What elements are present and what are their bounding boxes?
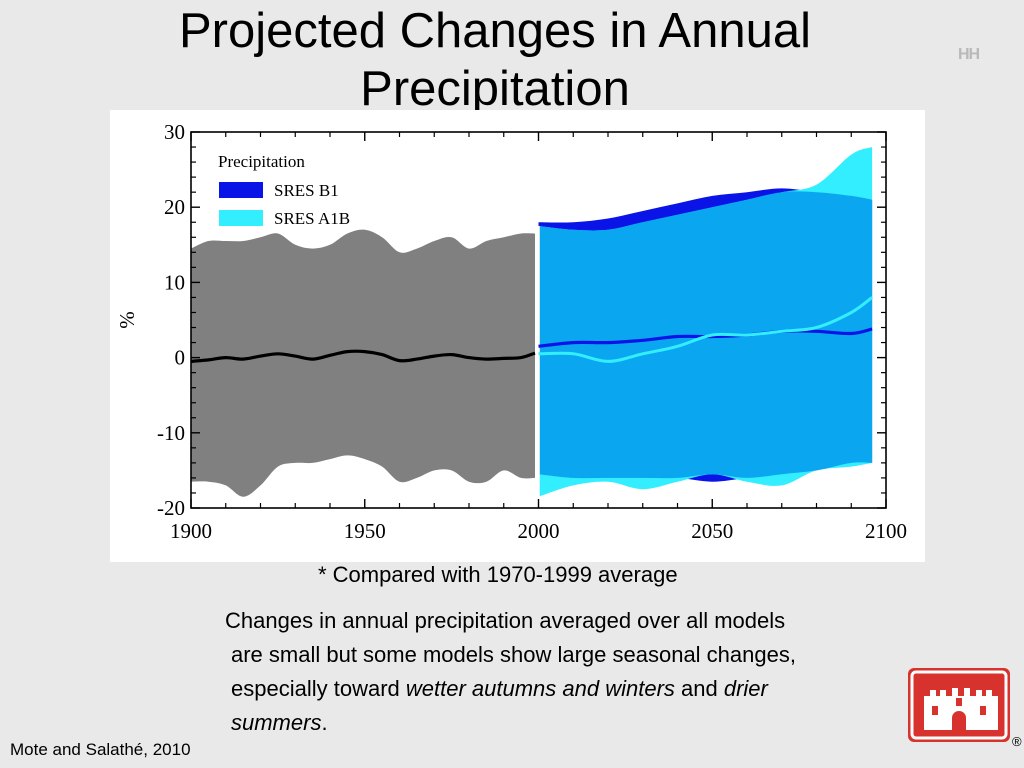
y-axis-label: % (115, 311, 139, 329)
x-tick-label: 2050 (691, 519, 733, 543)
registered-mark: ® (1012, 734, 1022, 749)
x-tick-label: 1900 (170, 519, 212, 543)
castle-icon (910, 670, 1008, 740)
y-tick-label: 30 (164, 120, 185, 144)
historical-range-band (191, 229, 535, 497)
y-tick-label: 20 (164, 195, 185, 219)
slide-title: Projected Changes in Annual Precipitatio… (60, 2, 930, 118)
summary-line-1: Changes in annual precipitation averaged… (225, 608, 786, 633)
legend-swatch-sres-a1b (219, 210, 263, 226)
y-tick-label: -20 (157, 496, 185, 520)
legend-label-sres-b1: SRES B1 (274, 181, 339, 200)
corner-mark: HH (958, 46, 980, 63)
x-tick-label: 1950 (344, 519, 386, 543)
summary-emphasis: wetter autumns and winters (405, 676, 675, 701)
usace-logo (908, 668, 1010, 742)
tick-layer: 1900 1950 2000 2050 2100 30 20 10 0 -10 -20 (157, 120, 907, 543)
plot-layer (190, 147, 874, 497)
precipitation-chart: 1900 1950 2000 2050 2100 30 20 10 0 -10 -20 % Prec… (110, 110, 925, 562)
x-tick-label: 2000 (518, 519, 560, 543)
summary-emphasis: summers (231, 710, 322, 735)
slide-title-line-2: Precipitation (360, 62, 630, 116)
overlap-range-band (538, 191, 873, 479)
legend-label-sres-a1b: SRES A1B (274, 209, 350, 228)
sres-a1b-mean-line (538, 296, 874, 363)
y-tick-label: 0 (175, 346, 186, 370)
summary-text: especially toward (231, 676, 406, 701)
historical-mean-line (190, 349, 536, 363)
summary-text: . (321, 710, 328, 735)
summary-emphasis: drier (723, 676, 768, 701)
summary-paragraph: Changes in annual precipitation averaged… (225, 604, 925, 740)
summary-text: and (674, 676, 724, 701)
summary-line-2: are small but some models show large sea… (231, 642, 796, 667)
chart-svg: 1900 1950 2000 2050 2100 30 20 10 0 -10 -20 % Prec… (115, 120, 907, 543)
citation: Mote and Salathé, 2010 (10, 740, 191, 759)
comparison-note: * Compared with 1970-1999 average (318, 562, 678, 587)
summary-line-4: summers. (225, 706, 925, 740)
y-tick-label: -10 (157, 421, 185, 445)
slide-title-line-1: Projected Changes in Annual (179, 4, 811, 58)
y-tick-label: 10 (164, 270, 185, 294)
legend-swatch-sres-b1 (219, 182, 263, 198)
x-tick-label: 2100 (865, 519, 907, 543)
legend-title: Precipitation (218, 152, 305, 171)
summary-line-3: especially toward wetter autumns and win… (225, 672, 925, 706)
